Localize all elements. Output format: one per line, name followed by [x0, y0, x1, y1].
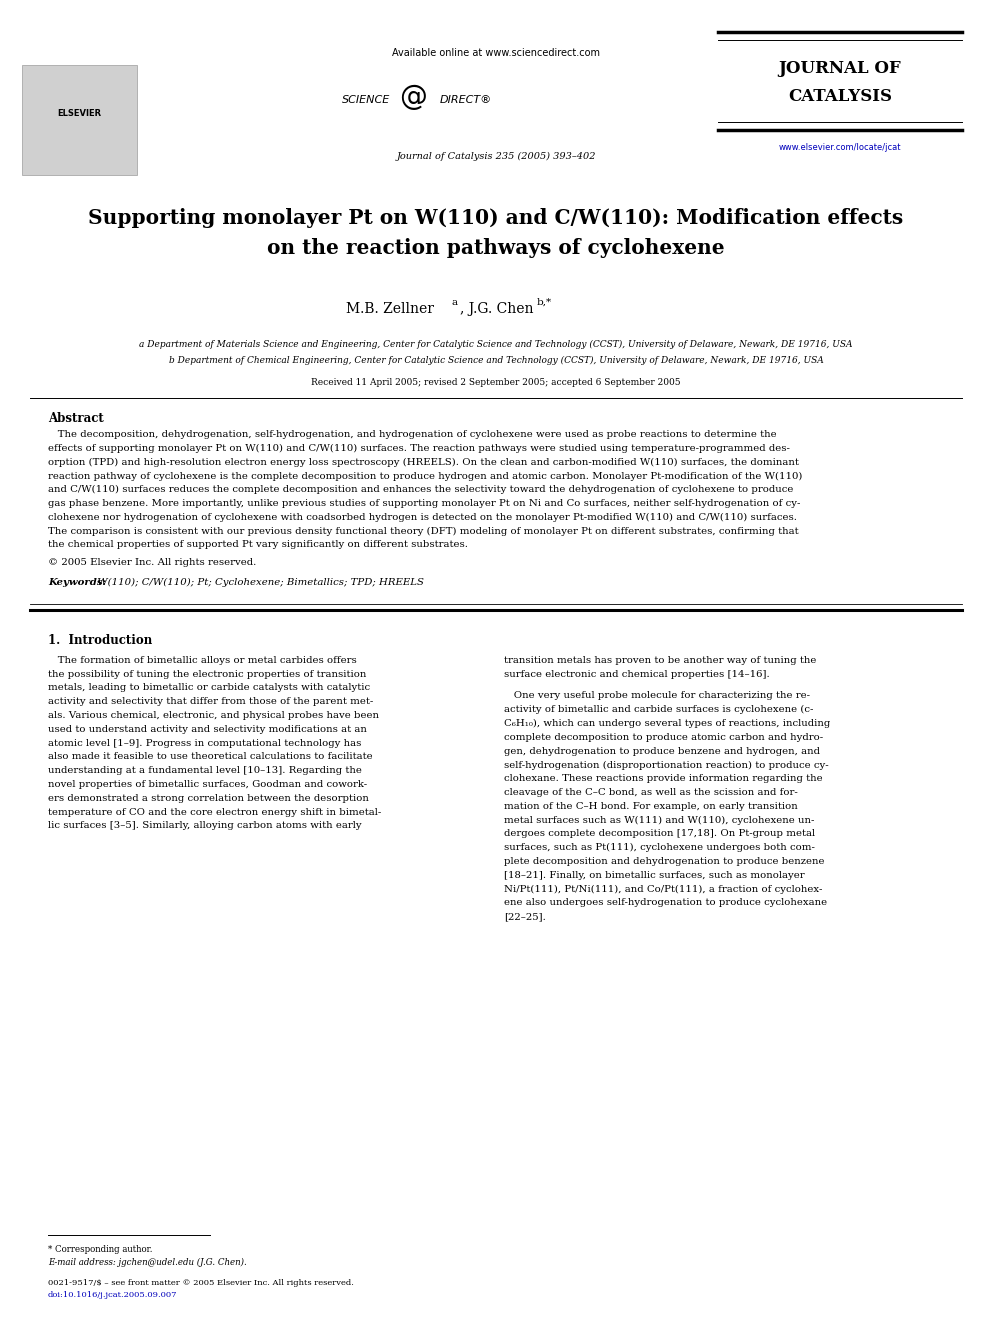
Text: effects of supporting monolayer Pt on W(110) and C/W(110) surfaces. The reaction: effects of supporting monolayer Pt on W(… — [48, 443, 790, 452]
Text: metal surfaces such as W(111) and W(110), cyclohexene un-: metal surfaces such as W(111) and W(110)… — [504, 815, 814, 824]
Text: gen, dehydrogenation to produce benzene and hydrogen, and: gen, dehydrogenation to produce benzene … — [504, 746, 820, 755]
Text: and C/W(110) surfaces reduces the complete decomposition and enhances the select: and C/W(110) surfaces reduces the comple… — [48, 486, 794, 495]
Text: plete decomposition and dehydrogenation to produce benzene: plete decomposition and dehydrogenation … — [504, 857, 824, 867]
Text: orption (TPD) and high-resolution electron energy loss spectroscopy (HREELS). On: orption (TPD) and high-resolution electr… — [48, 458, 799, 467]
Text: cleavage of the C–C bond, as well as the scission and for-: cleavage of the C–C bond, as well as the… — [504, 789, 798, 796]
Text: C₆H₁₀), which can undergo several types of reactions, including: C₆H₁₀), which can undergo several types … — [504, 718, 830, 728]
Text: © 2005 Elsevier Inc. All rights reserved.: © 2005 Elsevier Inc. All rights reserved… — [48, 558, 256, 568]
Text: [22–25].: [22–25]. — [504, 912, 546, 921]
Text: Journal of Catalysis 235 (2005) 393–402: Journal of Catalysis 235 (2005) 393–402 — [396, 152, 596, 161]
Text: clohexane. These reactions provide information regarding the: clohexane. These reactions provide infor… — [504, 774, 822, 783]
Text: Received 11 April 2005; revised 2 September 2005; accepted 6 September 2005: Received 11 April 2005; revised 2 Septem… — [311, 378, 681, 388]
Text: Abstract: Abstract — [48, 411, 104, 425]
Text: understanding at a fundamental level [10–13]. Regarding the: understanding at a fundamental level [10… — [48, 766, 362, 775]
Text: * Corresponding author.: * Corresponding author. — [48, 1245, 153, 1254]
Text: also made it feasible to use theoretical calculations to facilitate: also made it feasible to use theoretical… — [48, 753, 373, 762]
Text: lic surfaces [3–5]. Similarly, alloying carbon atoms with early: lic surfaces [3–5]. Similarly, alloying … — [48, 822, 362, 831]
Text: on the reaction pathways of cyclohexene: on the reaction pathways of cyclohexene — [267, 238, 725, 258]
Text: JOURNAL OF: JOURNAL OF — [779, 60, 902, 77]
Text: doi:10.1016/j.jcat.2005.09.007: doi:10.1016/j.jcat.2005.09.007 — [48, 1291, 178, 1299]
Text: Keywords:: Keywords: — [48, 578, 106, 587]
Text: transition metals has proven to be another way of tuning the: transition metals has proven to be anoth… — [504, 656, 816, 664]
Text: ers demonstrated a strong correlation between the desorption: ers demonstrated a strong correlation be… — [48, 794, 369, 803]
Text: atomic level [1–9]. Progress in computational technology has: atomic level [1–9]. Progress in computat… — [48, 738, 361, 747]
Text: Ni/Pt(111), Pt/Ni(111), and Co/Pt(111), a fraction of cyclohex-: Ni/Pt(111), Pt/Ni(111), and Co/Pt(111), … — [504, 885, 822, 894]
Text: mation of the C–H bond. For example, on early transition: mation of the C–H bond. For example, on … — [504, 802, 798, 811]
Text: a: a — [451, 298, 457, 307]
Text: surfaces, such as Pt(111), cyclohexene undergoes both com-: surfaces, such as Pt(111), cyclohexene u… — [504, 843, 814, 852]
Text: M.B. Zellner: M.B. Zellner — [346, 302, 434, 316]
Text: temperature of CO and the core electron energy shift in bimetal-: temperature of CO and the core electron … — [48, 807, 381, 816]
Text: the chemical properties of supported Pt vary significantly on different substrat: the chemical properties of supported Pt … — [48, 540, 468, 549]
Text: clohexene nor hydrogenation of cyclohexene with coadsorbed hydrogen is detected : clohexene nor hydrogenation of cyclohexe… — [48, 513, 797, 523]
Text: E-mail address: jgchen@udel.edu (J.G. Chen).: E-mail address: jgchen@udel.edu (J.G. Ch… — [48, 1258, 247, 1267]
Text: The formation of bimetallic alloys or metal carbides offers: The formation of bimetallic alloys or me… — [48, 656, 357, 664]
Text: SCIENCE: SCIENCE — [342, 95, 390, 105]
Text: Available online at www.sciencedirect.com: Available online at www.sciencedirect.co… — [392, 48, 600, 58]
Text: the possibility of tuning the electronic properties of transition: the possibility of tuning the electronic… — [48, 669, 366, 679]
Text: complete decomposition to produce atomic carbon and hydro-: complete decomposition to produce atomic… — [504, 733, 823, 742]
Text: 0021-9517/$ – see front matter © 2005 Elsevier Inc. All rights reserved.: 0021-9517/$ – see front matter © 2005 El… — [48, 1279, 354, 1287]
Text: W(110); C/W(110); Pt; Cyclohexene; Bimetallics; TPD; HREELS: W(110); C/W(110); Pt; Cyclohexene; Bimet… — [94, 578, 424, 587]
Text: surface electronic and chemical properties [14–16].: surface electronic and chemical properti… — [504, 669, 770, 679]
Text: metals, leading to bimetallic or carbide catalysts with catalytic: metals, leading to bimetallic or carbide… — [48, 684, 370, 692]
Text: activity and selectivity that differ from those of the parent met-: activity and selectivity that differ fro… — [48, 697, 373, 706]
Text: One very useful probe molecule for characterizing the re-: One very useful probe molecule for chara… — [504, 692, 810, 700]
Text: DIRECT®: DIRECT® — [440, 95, 492, 105]
Text: ELSEVIER: ELSEVIER — [57, 108, 101, 118]
Text: novel properties of bimetallic surfaces, Goodman and cowork-: novel properties of bimetallic surfaces,… — [48, 781, 367, 789]
Text: Supporting monolayer Pt on W(110) and C/W(110): Modification effects: Supporting monolayer Pt on W(110) and C/… — [88, 208, 904, 228]
Text: reaction pathway of cyclohexene is the complete decomposition to produce hydroge: reaction pathway of cyclohexene is the c… — [48, 471, 803, 480]
Text: The decomposition, dehydrogenation, self-hydrogenation, and hydrogenation of cyc: The decomposition, dehydrogenation, self… — [48, 430, 777, 439]
Text: activity of bimetallic and carbide surfaces is cyclohexene (c-: activity of bimetallic and carbide surfa… — [504, 705, 813, 714]
Text: CATALYSIS: CATALYSIS — [788, 89, 892, 105]
Text: ene also undergoes self-hydrogenation to produce cyclohexane: ene also undergoes self-hydrogenation to… — [504, 898, 827, 908]
Bar — [22, 65, 137, 175]
Text: b Department of Chemical Engineering, Center for Catalytic Science and Technolog: b Department of Chemical Engineering, Ce… — [169, 356, 823, 365]
Text: @: @ — [399, 83, 427, 111]
Text: a Department of Materials Science and Engineering, Center for Catalytic Science : a Department of Materials Science and En… — [139, 340, 853, 349]
Text: b,*: b,* — [537, 298, 553, 307]
Text: www.elsevier.com/locate/jcat: www.elsevier.com/locate/jcat — [779, 143, 902, 152]
Text: , J.G. Chen: , J.G. Chen — [460, 302, 534, 316]
Text: self-hydrogenation (disproportionation reaction) to produce cy-: self-hydrogenation (disproportionation r… — [504, 761, 828, 770]
Text: als. Various chemical, electronic, and physical probes have been: als. Various chemical, electronic, and p… — [48, 710, 379, 720]
Text: 1.  Introduction: 1. Introduction — [48, 634, 152, 647]
Text: gas phase benzene. More importantly, unlike previous studies of supporting monol: gas phase benzene. More importantly, unl… — [48, 499, 801, 508]
Text: used to understand activity and selectivity modifications at an: used to understand activity and selectiv… — [48, 725, 367, 734]
Text: dergoes complete decomposition [17,18]. On Pt-group metal: dergoes complete decomposition [17,18]. … — [504, 830, 815, 839]
Text: [18–21]. Finally, on bimetallic surfaces, such as monolayer: [18–21]. Finally, on bimetallic surfaces… — [504, 871, 805, 880]
Text: The comparison is consistent with our previous density functional theory (DFT) m: The comparison is consistent with our pr… — [48, 527, 799, 536]
